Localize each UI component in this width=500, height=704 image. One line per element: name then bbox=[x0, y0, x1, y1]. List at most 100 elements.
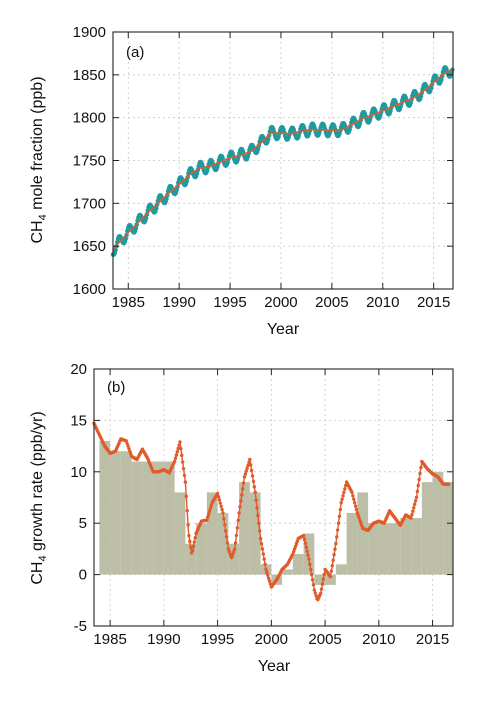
growth-rate-point bbox=[339, 500, 343, 505]
growth-rate-point bbox=[222, 517, 226, 521]
growth-rate-point bbox=[292, 549, 296, 554]
growth-rate-point bbox=[208, 506, 213, 511]
panel-a-x-axis-title: Year bbox=[267, 321, 300, 338]
monthly-point bbox=[174, 187, 179, 193]
growth-rate-point bbox=[351, 494, 355, 498]
growth-rate-point bbox=[310, 578, 315, 582]
growth-rate-point bbox=[221, 511, 225, 515]
growth-rate-point bbox=[181, 467, 186, 471]
monthly-point bbox=[143, 215, 149, 221]
growth-rate-point bbox=[189, 545, 193, 549]
annual-growth-bar bbox=[185, 543, 197, 575]
growth-rate-point bbox=[206, 512, 211, 516]
x-tick-label: 1995 bbox=[213, 294, 246, 311]
annual-growth-bar bbox=[110, 451, 121, 575]
monthly-point bbox=[153, 206, 159, 211]
growth-rate-point bbox=[253, 490, 257, 495]
x-tick-label: 1995 bbox=[201, 631, 234, 648]
growth-rate-point bbox=[304, 545, 308, 550]
panel-a-y-axis-title-rest: mole fraction (ppb) bbox=[29, 76, 46, 214]
growth-rate-point bbox=[352, 497, 356, 501]
panel-a-ch4-mole-fraction: 1985 1990 1995 2000 2005 2010 2015 1600 1650 1700… bbox=[29, 24, 455, 338]
growth-rate-point bbox=[331, 558, 335, 562]
growth-rate-point bbox=[305, 549, 309, 553]
growth-rate-point bbox=[352, 500, 357, 505]
growth-rate-point bbox=[416, 483, 420, 488]
growth-rate-point bbox=[223, 529, 228, 533]
growth-rate-point bbox=[186, 523, 190, 527]
growth-rate-point bbox=[239, 499, 243, 503]
growth-rate-point bbox=[241, 481, 246, 485]
growth-rate-point bbox=[292, 547, 297, 551]
y-tick-label: 20 bbox=[70, 361, 87, 378]
x-tick-label: 1985 bbox=[93, 631, 126, 648]
growth-rate-point bbox=[418, 471, 422, 476]
growth-rate-point bbox=[179, 446, 183, 451]
growth-rate-point bbox=[237, 511, 241, 515]
growth-rate-point bbox=[191, 544, 196, 549]
annual-growth-bar bbox=[174, 492, 186, 575]
panel-b-x-axis-title: Year bbox=[258, 658, 291, 675]
growth-rate-point bbox=[341, 494, 345, 498]
growth-rate-point bbox=[250, 474, 255, 478]
annual-growth-bar bbox=[239, 482, 250, 575]
y-tick-label: 0 bbox=[79, 567, 87, 584]
growth-rate-point bbox=[358, 518, 362, 523]
growth-rate-point bbox=[410, 512, 414, 517]
growth-rate-point bbox=[238, 505, 242, 509]
growth-rate-point bbox=[328, 574, 333, 579]
growth-rate-point bbox=[180, 460, 185, 464]
y-tick-label: 5 bbox=[79, 515, 87, 532]
growth-rate-point bbox=[332, 553, 336, 557]
growth-rate-point bbox=[206, 515, 210, 519]
growth-rate-point bbox=[258, 529, 262, 533]
growth-rate-point bbox=[256, 513, 260, 518]
growth-rate-point bbox=[414, 495, 419, 500]
growth-rate-point bbox=[262, 557, 266, 561]
growth-rate-point bbox=[338, 507, 343, 512]
growth-rate-point bbox=[216, 494, 221, 499]
annual-growth-bar bbox=[196, 523, 207, 575]
growth-rate-point bbox=[249, 463, 253, 467]
growth-rate-point bbox=[411, 509, 415, 513]
growth-rate-point bbox=[260, 547, 265, 551]
panel-b-y-axis-title-sub: 4 bbox=[37, 555, 49, 561]
growth-rate-point bbox=[228, 552, 232, 556]
annual-growth-bar bbox=[421, 482, 433, 575]
growth-rate-point bbox=[192, 540, 197, 544]
growth-rate-point bbox=[217, 498, 222, 502]
growth-rate-point bbox=[236, 518, 240, 523]
growth-rate-point bbox=[251, 479, 256, 484]
x-tick-label: 2005 bbox=[315, 294, 348, 311]
growth-rate-point bbox=[182, 473, 187, 478]
growth-rate-point bbox=[337, 514, 342, 519]
growth-rate-point bbox=[232, 550, 236, 554]
growth-rate-point bbox=[357, 516, 361, 520]
annual-growth-bar bbox=[249, 492, 261, 575]
growth-rate-point bbox=[415, 489, 420, 494]
panel-a-ticks: 1985 1990 1995 2000 2005 2010 2015 1600 1650 1700… bbox=[73, 24, 453, 311]
y-tick-label: 1600 bbox=[73, 281, 106, 298]
growth-rate-point bbox=[322, 572, 326, 577]
growth-rate-point bbox=[249, 468, 254, 473]
growth-rate-point bbox=[355, 511, 360, 515]
growth-rate-point bbox=[343, 487, 347, 491]
growth-rate-point bbox=[232, 547, 237, 552]
growth-rate-point bbox=[219, 504, 223, 509]
growth-rate-point bbox=[266, 573, 270, 577]
growth-rate-point bbox=[413, 499, 418, 503]
annual-growth-bar bbox=[400, 518, 412, 575]
growth-rate-point bbox=[126, 444, 130, 448]
panel-b-y-axis-title-main: CH bbox=[29, 562, 46, 585]
growth-rate-point bbox=[335, 535, 339, 539]
growth-rate-point bbox=[264, 567, 268, 572]
x-tick-label: 1990 bbox=[162, 294, 195, 311]
growth-rate-point bbox=[209, 503, 214, 508]
growth-rate-point bbox=[254, 498, 258, 502]
annual-growth-bar bbox=[120, 451, 132, 575]
panel-a-grid bbox=[113, 31, 453, 290]
monthly-point bbox=[133, 225, 139, 231]
growth-rate-point bbox=[224, 535, 229, 539]
annual-growth-bar bbox=[142, 461, 154, 575]
